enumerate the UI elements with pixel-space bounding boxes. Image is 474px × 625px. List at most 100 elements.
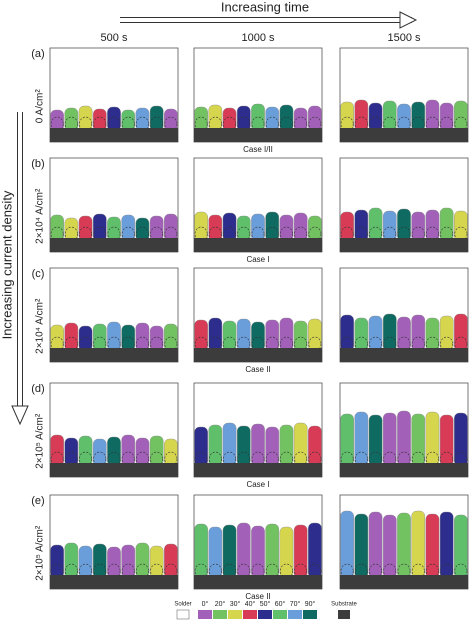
grain-outline [265,116,279,132]
grain-outline [426,336,439,352]
grain [164,108,178,132]
legend-swatch [303,610,317,619]
grain [308,425,322,467]
grain-outline [280,451,293,467]
grain [92,213,107,242]
grain [194,523,208,579]
grain-outline [294,116,308,132]
grain-outline [251,336,265,352]
case-label: Case I [246,480,269,489]
grain [50,324,64,352]
legend-angle-label: 70° [290,600,301,608]
grain-outline [280,116,293,132]
grain-outline [265,226,279,242]
grain [439,207,454,242]
grain [340,211,354,242]
grain-outline [397,116,411,132]
grain-outline [150,563,164,579]
grain-outline [223,563,236,579]
grain [265,523,280,579]
grain-outline [50,451,64,467]
grain-outline [79,451,92,467]
grain [439,414,454,467]
grain [293,422,308,467]
grain-outline [251,116,265,132]
grain-outline [121,116,135,132]
grain-outline [308,336,322,352]
legend-swatch [213,610,227,619]
grain-outline [237,563,251,579]
grain [64,322,79,352]
grain [340,510,354,579]
substrate [50,238,178,252]
grain [164,213,178,242]
grain [425,99,440,132]
legend-angle-label: 0° [202,600,209,608]
grain-outline [107,116,121,132]
current-label: 0 A/cm² [35,89,46,124]
grain-outline [454,226,468,242]
grain [354,99,369,132]
grain [368,207,383,242]
row-label: (e) [31,495,44,507]
grain-outline [223,116,236,132]
grain-outline [265,451,279,467]
current-label: 2×10⁴ A/cm² [35,188,46,244]
grain [194,211,208,242]
grain-outline [194,116,208,132]
grain [208,424,223,467]
grain [50,434,64,467]
grain [236,425,251,467]
grain [121,109,136,132]
grain [279,214,294,242]
grain [236,215,251,242]
grain [251,213,265,242]
grain [411,510,426,579]
grain [354,209,369,242]
grain [149,215,164,242]
grain [78,105,93,132]
grain [194,426,208,467]
grain-outline [440,116,454,132]
grain-outline [107,451,121,467]
grain-outline [208,563,222,579]
grain-outline [64,226,78,242]
grain [293,320,308,352]
grain-outline [294,336,308,352]
grain [265,319,280,352]
substrate [194,463,322,477]
legend-angle-label: 40° [245,600,256,608]
substrate [194,238,322,252]
case-label: Case II [245,592,270,601]
grain [279,526,294,579]
grain [251,423,265,467]
grain [397,103,411,132]
grain [397,208,411,242]
grain-outline [340,226,354,242]
grain-outline [107,226,121,242]
substrate [50,128,178,142]
grain-outline [426,451,439,467]
grain-outline [237,336,251,352]
grain-outline [107,336,121,352]
grain-outline [354,116,368,132]
grain-outline [64,563,78,579]
legend-swatch [228,610,242,619]
grain [78,435,93,467]
legend-swatch [243,610,257,619]
grain [454,100,468,132]
grain-outline [251,563,265,579]
grain-outline [164,336,178,352]
grain-outline [136,336,149,352]
legend-swatch [198,610,212,619]
grain-outline [280,226,293,242]
grain-outline [121,451,135,467]
grain-outline [369,116,382,132]
grain [454,210,468,242]
substrate [50,463,178,477]
grain-outline [150,451,164,467]
grain-outline [136,116,149,132]
grain-outline [150,226,164,242]
grain [354,411,369,467]
grain [149,325,164,352]
